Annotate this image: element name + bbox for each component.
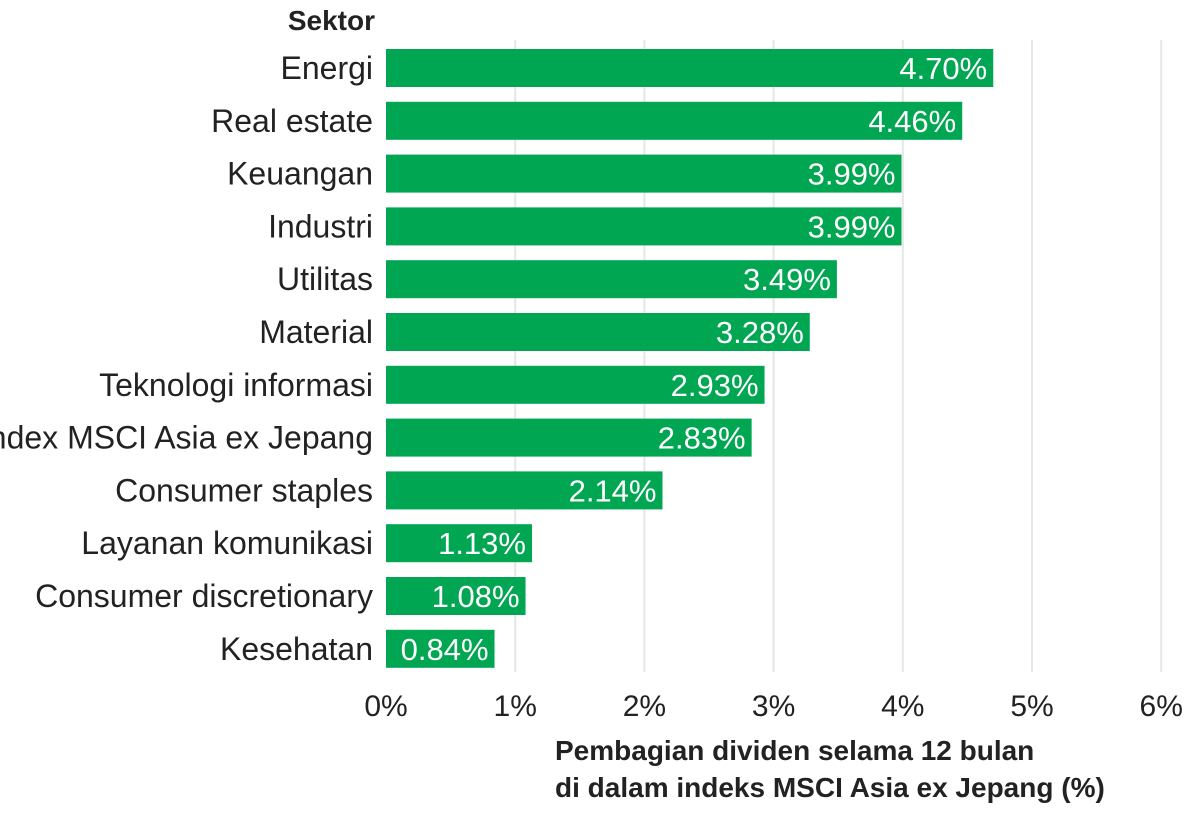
x-axis-title-line-2: di dalam indeks MSCI Asia ex Jepang (%)	[555, 772, 1105, 803]
x-tick-label: 5%	[1010, 690, 1053, 723]
value-label: 3.49%	[743, 262, 831, 297]
category-label: Teknologi informasi	[99, 367, 373, 403]
category-label: Real estate	[211, 103, 373, 139]
bar	[386, 365, 765, 404]
value-label: 2.93%	[671, 368, 759, 403]
gridlines	[514, 40, 1163, 672]
category-label: Material	[259, 314, 373, 350]
x-tick-label: 1%	[494, 690, 537, 723]
bar	[386, 154, 902, 193]
bar	[386, 629, 495, 668]
bar	[386, 49, 994, 87]
value-label: 2.83%	[658, 421, 746, 456]
bar	[386, 577, 526, 615]
bar	[386, 260, 837, 299]
value-label: 3.28%	[716, 315, 804, 350]
x-tick-label: 4%	[881, 690, 924, 723]
value-label: 3.99%	[808, 157, 896, 192]
category-label: Energi	[281, 50, 374, 86]
value-label: 3.99%	[808, 209, 896, 244]
category-label: Industri	[268, 208, 373, 244]
value-label: 0.84%	[401, 632, 489, 667]
category-label: Keuangan	[227, 156, 373, 192]
x-axis-title-line-1: Pembagian dividen selama 12 bulan	[555, 735, 1034, 766]
bar	[386, 313, 810, 351]
category-label: Kesehatan	[220, 631, 373, 667]
category-labels: Energi Real estate Keuangan Industri Utilita…	[0, 50, 373, 667]
value-label: 4.46%	[868, 104, 956, 139]
value-label: 1.13%	[438, 526, 526, 561]
category-label: Consumer staples	[115, 472, 373, 508]
x-tick-label: 0%	[364, 690, 407, 723]
y-axis-title: Sektor	[288, 5, 375, 36]
bar	[386, 207, 902, 246]
x-tick-label: 6%	[1140, 690, 1183, 723]
category-label: Index MSCI Asia ex Jepang	[0, 420, 373, 456]
value-label: 2.14%	[569, 473, 657, 508]
category-label: Consumer discretionary	[35, 578, 373, 614]
value-labels: 4.70% 4.46% 3.99% 3.99% 3.49% 3.28% 2.93% 2.83%…	[401, 51, 988, 667]
value-label: 1.08%	[432, 579, 520, 614]
x-tick-label: 3%	[752, 690, 795, 723]
value-label: 4.70%	[899, 51, 987, 86]
bar	[386, 524, 532, 563]
bar	[386, 471, 663, 510]
x-tick-labels: 0% 1% 2% 3% 4% 5% 6%	[364, 690, 1183, 723]
x-tick-label: 2%	[623, 690, 666, 723]
category-label: Layanan komunikasi	[81, 525, 373, 561]
bar	[386, 101, 963, 140]
bar	[386, 418, 752, 457]
category-label: Utilitas	[277, 261, 373, 297]
bars	[386, 49, 994, 668]
